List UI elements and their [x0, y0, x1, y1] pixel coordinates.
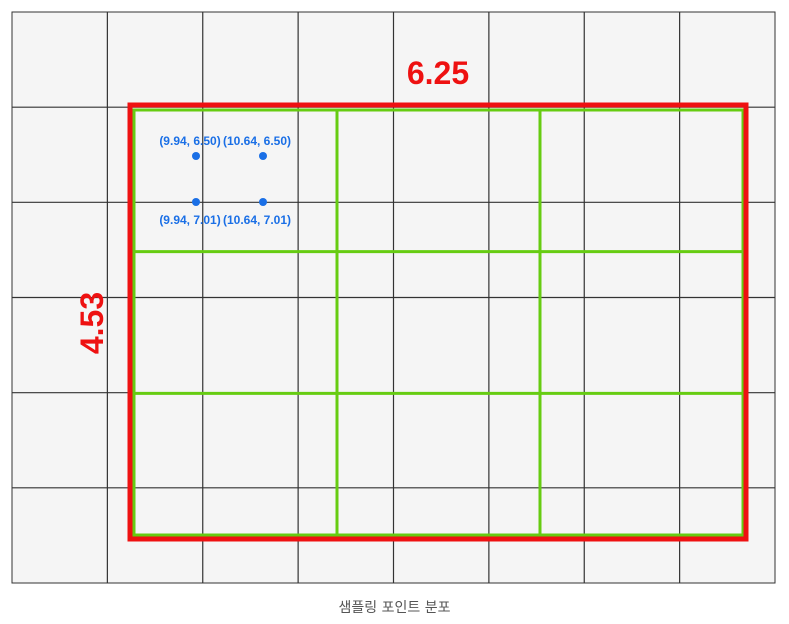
roi-box [127, 102, 749, 542]
sample-point-label: (9.94, 7.01) [159, 213, 220, 227]
figure-caption: 샘플링 포인트 분포 [338, 600, 451, 616]
sample-point [192, 152, 200, 160]
roi-bins [132, 108, 745, 537]
sample-point [259, 198, 267, 206]
roi-width-label: 6.25 [407, 55, 469, 91]
sample-points: (9.94, 6.50) (10.64, 6.50) (9.94, 7.01) (10… [159, 134, 291, 227]
roi-height-label: 4.53 [74, 292, 110, 354]
sample-point-label: (9.94, 6.50) [159, 134, 220, 148]
sample-point-label: (10.64, 6.50) [223, 134, 291, 148]
sample-point-label: (10.64, 7.01) [223, 213, 291, 227]
sample-point [192, 198, 200, 206]
bin-outline [132, 108, 745, 537]
sample-point [259, 152, 267, 160]
